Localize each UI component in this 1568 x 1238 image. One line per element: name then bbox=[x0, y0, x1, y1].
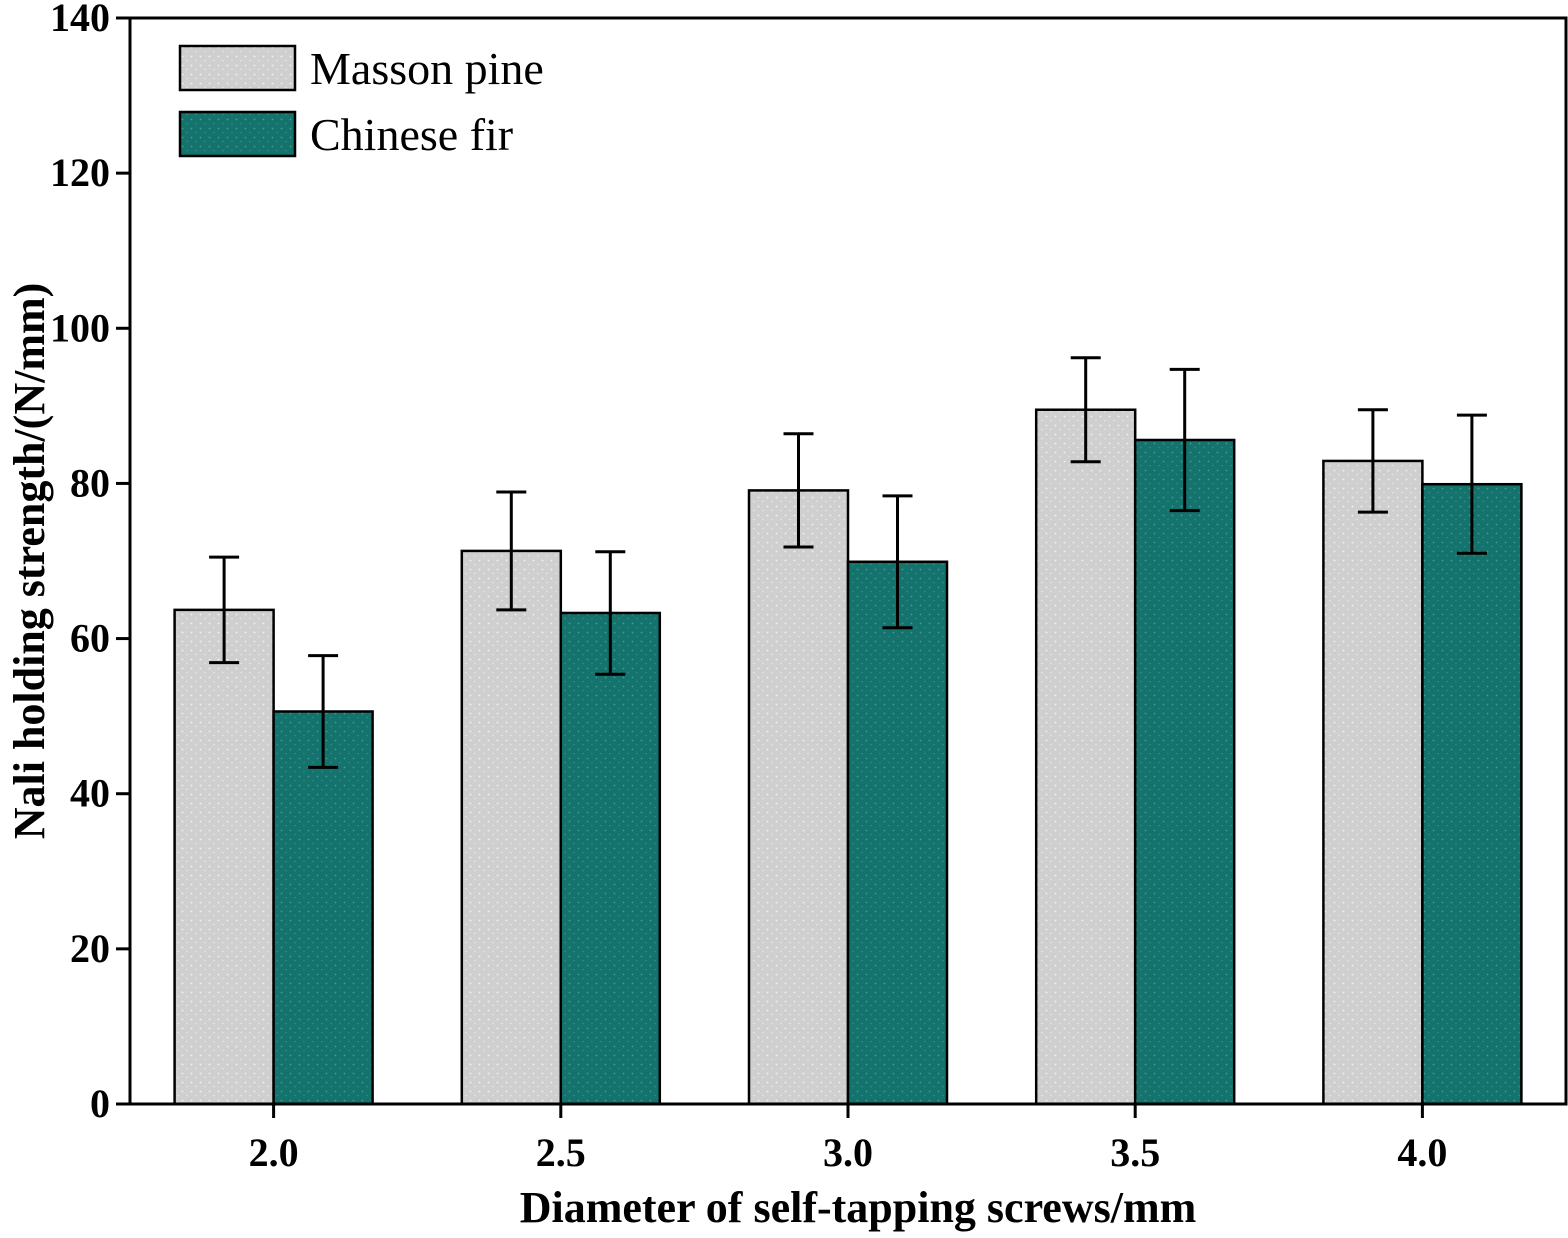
x-axis-ticks: 2.0 2.5 3.0 3.5 4.0 bbox=[249, 1104, 1447, 1175]
y-tick-label: 80 bbox=[70, 460, 110, 505]
error-bar-masson-pine-3.0 bbox=[783, 432, 814, 549]
y-tick-label: 40 bbox=[70, 771, 110, 816]
y-tick-label: 20 bbox=[70, 926, 110, 971]
bars-group bbox=[173, 408, 1523, 1106]
bar-chinese-fir-2.5 bbox=[559, 611, 662, 1106]
error-bar-chinese-fir-2.0 bbox=[308, 654, 339, 769]
y-tick-label: 60 bbox=[70, 616, 110, 661]
legend-label-chinese-fir: Chinese fir bbox=[310, 109, 513, 160]
bar-chinese-fir-3.0 bbox=[846, 560, 949, 1106]
y-tick-label: 120 bbox=[50, 150, 110, 195]
legend-swatch-masson-pine bbox=[178, 44, 297, 92]
bar-chinese-fir-3.5 bbox=[1133, 438, 1236, 1106]
bar-masson-pine-4.0 bbox=[1322, 459, 1424, 1106]
error-bar-masson-pine-2.0 bbox=[209, 555, 240, 665]
bar-masson-pine-2.5 bbox=[460, 549, 563, 1106]
bar-masson-pine-3.0 bbox=[747, 489, 850, 1106]
x-tick-label: 4.0 bbox=[1397, 1130, 1447, 1175]
error-bars-group bbox=[209, 356, 1487, 769]
error-bar-masson-pine-3.5 bbox=[1070, 356, 1101, 464]
bar-chinese-fir-2.0 bbox=[272, 710, 374, 1106]
x-tick-label: 3.5 bbox=[1110, 1130, 1160, 1175]
x-tick-label: 3.0 bbox=[823, 1130, 873, 1175]
error-bar-chinese-fir-2.5 bbox=[595, 550, 626, 676]
y-axis-ticks: 0 20 40 60 80 100 120 140 bbox=[50, 0, 130, 1126]
bar-masson-pine-2.0 bbox=[173, 608, 275, 1106]
legend-swatch-chinese-fir bbox=[178, 110, 297, 158]
y-tick-label: 0 bbox=[90, 1081, 110, 1126]
error-bar-chinese-fir-4.0 bbox=[1456, 413, 1487, 555]
y-tick-label: 140 bbox=[50, 0, 110, 40]
x-tick-label: 2.0 bbox=[249, 1130, 299, 1175]
y-axis-title: Nali holding strength/(N/mm) bbox=[5, 283, 54, 840]
y-tick-label: 100 bbox=[50, 305, 110, 350]
legend: Masson pine Chinese fir bbox=[178, 43, 544, 160]
x-tick-label: 2.5 bbox=[536, 1130, 586, 1175]
error-bar-masson-pine-2.5 bbox=[496, 490, 527, 612]
legend-label-masson-pine: Masson pine bbox=[310, 43, 544, 94]
error-bar-chinese-fir-3.5 bbox=[1169, 367, 1200, 513]
x-axis-title: Diameter of self-tapping screws/mm bbox=[520, 1183, 1197, 1232]
plot-frame bbox=[128, 16, 1568, 1106]
error-bar-masson-pine-4.0 bbox=[1357, 408, 1388, 514]
bar-chinese-fir-4.0 bbox=[1421, 482, 1523, 1106]
bar-masson-pine-3.5 bbox=[1034, 408, 1137, 1106]
error-bar-chinese-fir-3.0 bbox=[882, 494, 913, 630]
